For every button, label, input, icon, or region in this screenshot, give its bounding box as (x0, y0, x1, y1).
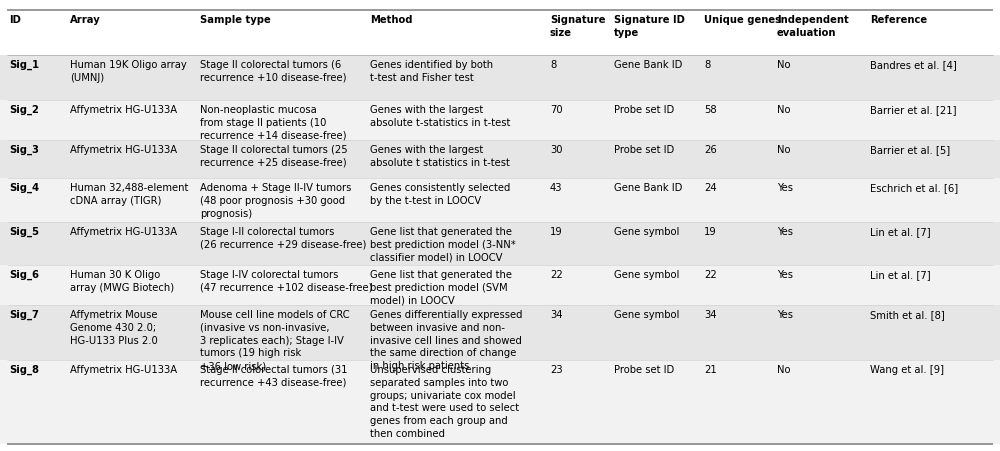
Text: Bandres et al. [4]: Bandres et al. [4] (870, 60, 957, 70)
Text: Genes differentially expressed
between invasive and non-
invasive cell lines and: Genes differentially expressed between i… (370, 310, 522, 371)
Text: Gene Bank ID: Gene Bank ID (614, 183, 682, 193)
Text: ID: ID (9, 15, 21, 25)
Text: Gene symbol: Gene symbol (614, 310, 679, 320)
Text: Stage II colorectal tumors (25
recurrence +25 disease-free): Stage II colorectal tumors (25 recurrenc… (200, 145, 348, 168)
Text: Sig_8: Sig_8 (9, 365, 39, 375)
Text: Sample type: Sample type (200, 15, 271, 25)
Text: Gene list that generated the
best prediction model (SVM
model) in LOOCV: Gene list that generated the best predic… (370, 270, 512, 306)
Text: Unsupervised clustering
separated samples into two
groups; univariate cox model
: Unsupervised clustering separated sample… (370, 365, 519, 439)
Text: Reference: Reference (870, 15, 927, 25)
Text: Wang et al. [9]: Wang et al. [9] (870, 365, 944, 375)
Text: Yes: Yes (777, 183, 793, 193)
Text: 22: 22 (704, 270, 717, 280)
Text: 8: 8 (550, 60, 556, 70)
Text: Affymetrix HG-U133A: Affymetrix HG-U133A (70, 365, 177, 375)
Text: Affymetrix HG-U133A: Affymetrix HG-U133A (70, 227, 177, 237)
Text: 43: 43 (550, 183, 562, 193)
Text: No: No (777, 60, 790, 70)
Text: Gene symbol: Gene symbol (614, 270, 679, 280)
Text: Array: Array (70, 15, 101, 25)
Text: No: No (777, 145, 790, 155)
Text: 34: 34 (550, 310, 562, 320)
Text: Stage I-II colorectal tumors
(26 recurrence +29 disease-free): Stage I-II colorectal tumors (26 recurre… (200, 227, 366, 250)
Text: Eschrich et al. [6]: Eschrich et al. [6] (870, 183, 958, 193)
Text: Probe set ID: Probe set ID (614, 105, 674, 115)
Text: Probe set ID: Probe set ID (614, 365, 674, 375)
Text: 21: 21 (704, 365, 717, 375)
Text: Method: Method (370, 15, 413, 25)
Text: Lin et al. [7]: Lin et al. [7] (870, 227, 931, 237)
Text: Yes: Yes (777, 227, 793, 237)
Text: Affymetrix HG-U133A: Affymetrix HG-U133A (70, 145, 177, 155)
Text: Unique genes: Unique genes (704, 15, 781, 25)
Text: 58: 58 (704, 105, 717, 115)
Text: Probe set ID: Probe set ID (614, 145, 674, 155)
Text: Sig_4: Sig_4 (9, 183, 39, 193)
Text: 34: 34 (704, 310, 716, 320)
Text: Adenoma + Stage II-IV tumors
(48 poor prognosis +30 good
prognosis): Adenoma + Stage II-IV tumors (48 poor pr… (200, 183, 351, 219)
Text: 70: 70 (550, 105, 563, 115)
Text: Sig_3: Sig_3 (9, 145, 39, 155)
Text: Genes consistently selected
by the t-test in LOOCV: Genes consistently selected by the t-tes… (370, 183, 510, 206)
Text: Yes: Yes (777, 270, 793, 280)
Text: Stage I-IV colorectal tumors
(47 recurrence +102 disease-free): Stage I-IV colorectal tumors (47 recurre… (200, 270, 372, 293)
Text: Barrier et al. [21]: Barrier et al. [21] (870, 105, 956, 115)
Text: 23: 23 (550, 365, 563, 375)
Text: Non-neoplastic mucosa
from stage II patients (10
recurrence +14 disease-free): Non-neoplastic mucosa from stage II pati… (200, 105, 347, 141)
Text: Smith et al. [8]: Smith et al. [8] (870, 310, 945, 320)
Text: Human 30 K Oligo
array (MWG Biotech): Human 30 K Oligo array (MWG Biotech) (70, 270, 174, 293)
Text: Signature ID
type: Signature ID type (614, 15, 685, 38)
Text: Mouse cell line models of CRC
(invasive vs non-invasive,
3 replicates each); Sta: Mouse cell line models of CRC (invasive … (200, 310, 350, 371)
Text: Human 32,488-element
cDNA array (TIGR): Human 32,488-element cDNA array (TIGR) (70, 183, 188, 206)
Text: Lin et al. [7]: Lin et al. [7] (870, 270, 931, 280)
Text: No: No (777, 105, 790, 115)
Text: Affymetrix HG-U133A: Affymetrix HG-U133A (70, 105, 177, 115)
Text: Stage II colorectal tumors (31
recurrence +43 disease-free): Stage II colorectal tumors (31 recurrenc… (200, 365, 348, 388)
Text: 24: 24 (704, 183, 717, 193)
Text: 26: 26 (704, 145, 717, 155)
Text: No: No (777, 365, 790, 375)
Text: Barrier et al. [5]: Barrier et al. [5] (870, 145, 950, 155)
Text: Yes: Yes (777, 310, 793, 320)
Text: 19: 19 (704, 227, 717, 237)
Text: Sig_6: Sig_6 (9, 270, 39, 280)
Text: Signature
size: Signature size (550, 15, 606, 38)
Text: Genes with the largest
absolute t statistics in t-test: Genes with the largest absolute t statis… (370, 145, 510, 168)
Text: Gene symbol: Gene symbol (614, 227, 679, 237)
Text: Stage II colorectal tumors (6
recurrence +10 disease-free): Stage II colorectal tumors (6 recurrence… (200, 60, 347, 83)
Text: Sig_5: Sig_5 (9, 227, 39, 237)
Text: Human 19K Oligo array
(UMNJ): Human 19K Oligo array (UMNJ) (70, 60, 187, 83)
Text: 22: 22 (550, 270, 563, 280)
Text: Genes identified by both
t-test and Fisher test: Genes identified by both t-test and Fish… (370, 60, 493, 83)
Text: Sig_7: Sig_7 (9, 310, 39, 320)
Text: 30: 30 (550, 145, 562, 155)
Text: Gene list that generated the
best prediction model (3-NN*
classifier model) in L: Gene list that generated the best predic… (370, 227, 516, 262)
Text: Affymetrix Mouse
Genome 430 2.0;
HG-U133 Plus 2.0: Affymetrix Mouse Genome 430 2.0; HG-U133… (70, 310, 158, 345)
Text: Genes with the largest
absolute t-statistics in t-test: Genes with the largest absolute t-statis… (370, 105, 510, 128)
Text: Sig_1: Sig_1 (9, 60, 39, 70)
Text: Gene Bank ID: Gene Bank ID (614, 60, 682, 70)
Text: Sig_2: Sig_2 (9, 105, 39, 115)
Text: 19: 19 (550, 227, 563, 237)
Text: Independent
evaluation: Independent evaluation (777, 15, 849, 38)
Text: 8: 8 (704, 60, 710, 70)
